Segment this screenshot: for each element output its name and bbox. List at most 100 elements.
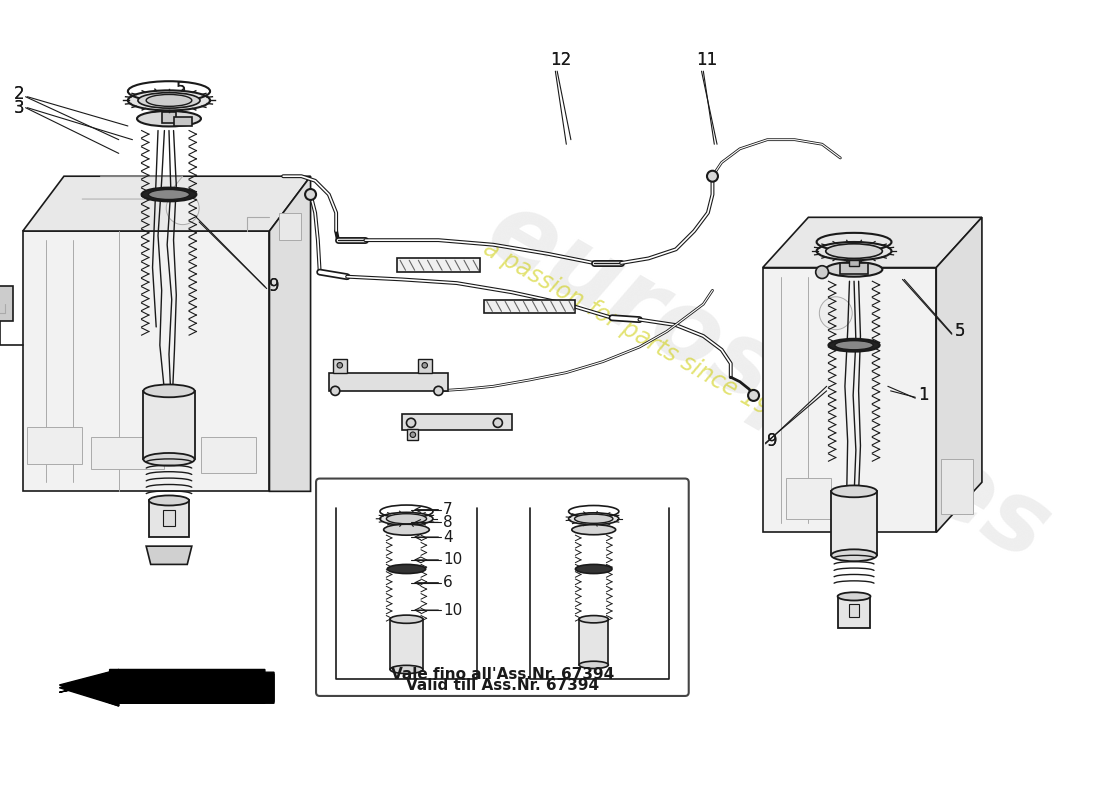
Bar [91,437,164,469]
Bar [390,619,422,670]
Ellipse shape [826,244,882,258]
Polygon shape [762,267,936,533]
Text: 4: 4 [443,530,452,545]
Circle shape [433,386,443,395]
Text: 3: 3 [13,98,24,117]
Bar [174,117,191,126]
Circle shape [305,189,316,200]
Bar [785,478,832,518]
Text: 2: 2 [13,85,24,103]
Bar [837,596,870,628]
Ellipse shape [574,514,613,523]
Text: 9: 9 [270,277,280,295]
Text: 9: 9 [768,432,778,450]
Circle shape [407,418,416,427]
Text: 12: 12 [550,51,571,70]
Text: 10: 10 [443,602,462,618]
Polygon shape [59,670,265,703]
Text: 9: 9 [768,432,778,450]
Text: 11: 11 [696,51,717,70]
Bar [201,437,256,473]
Bar [0,286,13,321]
Circle shape [816,266,828,278]
Bar [940,459,972,514]
Ellipse shape [579,615,608,623]
Bar [397,258,480,272]
Text: 10: 10 [443,552,462,567]
Circle shape [337,362,342,368]
Polygon shape [23,231,270,491]
Ellipse shape [569,513,619,525]
Bar [418,359,432,373]
Bar [832,491,877,555]
FancyBboxPatch shape [316,478,689,696]
Bar [28,427,82,464]
Ellipse shape [138,93,200,108]
Circle shape [820,297,852,330]
Text: 5: 5 [955,322,965,341]
Bar [163,510,175,526]
Text: 5: 5 [175,81,186,98]
Ellipse shape [832,486,877,498]
Text: 7: 7 [443,502,452,517]
Bar [333,359,348,373]
Ellipse shape [579,662,608,669]
Ellipse shape [837,592,870,601]
Text: 9: 9 [270,277,280,295]
Ellipse shape [826,262,882,277]
Ellipse shape [835,341,873,350]
Bar [849,260,859,266]
Text: eurospares: eurospares [469,182,1066,582]
Ellipse shape [148,495,189,506]
Ellipse shape [386,514,427,524]
Ellipse shape [572,525,616,534]
Polygon shape [59,670,274,706]
Ellipse shape [128,90,210,110]
Text: 1: 1 [918,386,928,405]
Text: 1: 1 [918,386,928,405]
Text: a passion for parts since 1985: a passion for parts since 1985 [478,237,800,436]
Bar [402,414,512,430]
Bar [840,263,868,274]
Ellipse shape [379,512,433,525]
Circle shape [422,362,428,368]
Circle shape [748,390,759,401]
Circle shape [707,170,718,182]
Ellipse shape [575,565,612,574]
Polygon shape [270,176,310,491]
Text: 8: 8 [443,515,452,530]
Ellipse shape [142,188,197,202]
Bar [407,430,418,440]
Ellipse shape [138,111,201,126]
Bar [148,501,189,537]
Ellipse shape [816,242,891,260]
Bar [278,213,301,240]
Circle shape [331,386,340,395]
Circle shape [410,432,416,438]
Bar [849,604,859,618]
Text: Vale fino all'Ass.Nr. 67394: Vale fino all'Ass.Nr. 67394 [390,666,614,682]
Text: 2: 2 [13,85,24,103]
Bar [579,619,608,665]
Circle shape [166,192,199,225]
Ellipse shape [143,385,195,398]
Ellipse shape [148,190,189,199]
Ellipse shape [387,565,426,574]
Bar [162,112,176,123]
Polygon shape [762,218,982,267]
Circle shape [493,418,503,427]
Text: 5: 5 [175,81,186,98]
Ellipse shape [828,339,880,351]
Bar [329,373,448,391]
Text: 5: 5 [955,322,965,341]
Text: Valid till Ass.Nr. 67394: Valid till Ass.Nr. 67394 [406,678,598,694]
Text: 6: 6 [443,575,453,590]
Text: 12: 12 [550,51,571,70]
Polygon shape [23,176,310,231]
Text: 3: 3 [13,98,24,117]
Text: 11: 11 [696,51,717,70]
Ellipse shape [390,615,422,623]
Bar [484,299,575,314]
Ellipse shape [832,550,877,562]
Bar [143,391,195,459]
